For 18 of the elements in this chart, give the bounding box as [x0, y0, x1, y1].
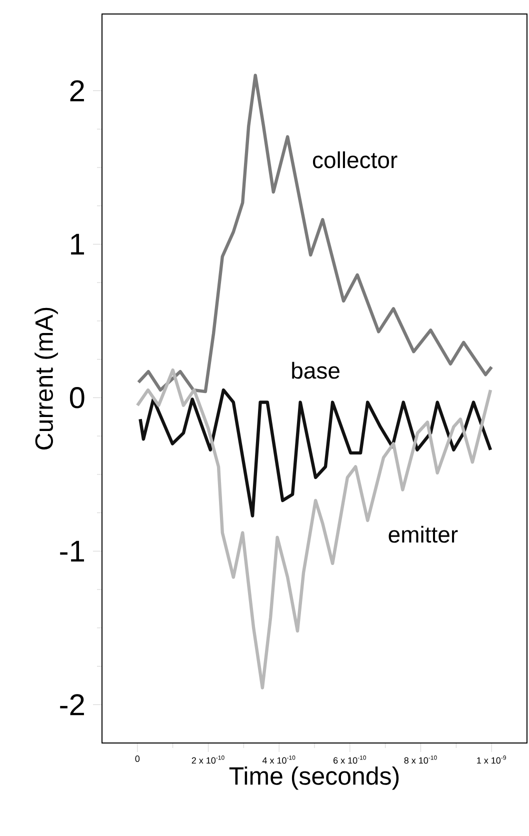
line-series: [136, 74, 494, 394]
x-tick-label: 0: [135, 756, 140, 762]
series-label: emitter: [388, 526, 458, 543]
x-tick-label: 8 x 10$^{-10}$: [404, 756, 437, 764]
y-tick-label: 2: [70, 80, 84, 102]
y-tick-label: 0: [70, 387, 84, 408]
x-tick-label: 6 x 10$^{-10}$: [334, 756, 366, 764]
y-tick-label: 1: [71, 234, 84, 255]
y-tick-label: -2: [60, 694, 84, 716]
series-label: base: [292, 362, 340, 379]
x-tick-label: 4 x 10$^{-10}$: [262, 756, 296, 764]
x-axis-title: Time (seconds): [229, 766, 399, 790]
x-tick-label: 2 x 10$^{-10}$: [192, 756, 224, 764]
line-series: [138, 388, 492, 518]
y-axis-title: Current (mA): [34, 308, 58, 450]
x-tick-label: 1 x 10$^{-9}$: [477, 756, 506, 764]
y-tick-label: -1: [60, 540, 84, 562]
series-label: collector: [312, 151, 398, 168]
